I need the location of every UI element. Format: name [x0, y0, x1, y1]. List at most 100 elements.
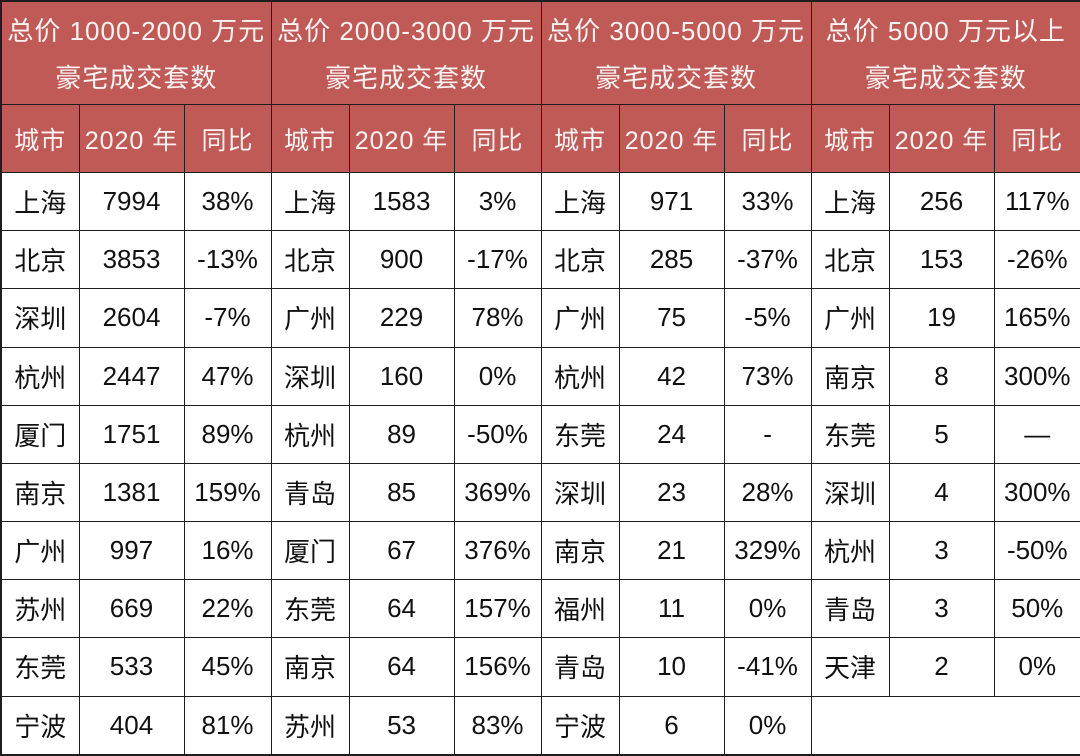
count-cell: 64: [348, 637, 455, 697]
yoy-cell: —: [993, 404, 1080, 464]
city-cell: 广州: [270, 288, 350, 348]
count-cell: 404: [78, 695, 185, 756]
group-title-line2: 豪宅成交套数: [595, 62, 758, 93]
yoy-cell: 0%: [723, 695, 812, 756]
table-row: 苏州 669 22% 东莞 64 157% 福州 11 0% 青岛 3 50%: [0, 579, 1080, 639]
city-cell: 广州: [0, 521, 80, 581]
yoy-cell: 47%: [183, 346, 272, 406]
count-cell: 2447: [78, 346, 185, 406]
count-cell: 1751: [78, 404, 185, 464]
table-row: 东莞 533 45% 南京 64 156% 青岛 10 -41% 天津 2 0%: [0, 637, 1080, 697]
yoy-cell: 28%: [723, 462, 812, 523]
yoy-cell: 165%: [993, 288, 1080, 348]
city-cell: 北京: [270, 230, 350, 290]
city-cell: 北京: [0, 230, 80, 290]
col-header-year: 2020 年: [78, 104, 185, 173]
yoy-cell: 83%: [453, 695, 542, 756]
table-row: 深圳 2604 -7% 广州 229 78% 广州 75 -5% 广州 19 165%: [0, 288, 1080, 348]
count-cell: 2604: [78, 288, 185, 348]
col-header-yoy: 同比: [453, 104, 542, 173]
yoy-cell: 22%: [183, 579, 272, 639]
city-cell: 杭州: [810, 521, 890, 581]
city-cell: 南京: [810, 346, 890, 406]
city-cell: 杭州: [540, 346, 620, 406]
count-cell: 64: [348, 579, 455, 639]
city-cell: 深圳: [810, 462, 890, 523]
city-cell: 东莞: [270, 579, 350, 639]
yoy-cell: -13%: [183, 230, 272, 290]
city-cell: 南京: [0, 462, 80, 523]
count-cell: 89: [348, 404, 455, 464]
yoy-cell: 376%: [453, 521, 542, 581]
group-title-line2: 豪宅成交套数: [325, 62, 488, 93]
col-header-city: 城市: [270, 104, 350, 173]
yoy-cell: 300%: [993, 346, 1080, 406]
count-cell: 10: [618, 637, 725, 697]
table-row: 北京 3853 -13% 北京 900 -17% 北京 285 -37% 北京 153 -26%: [0, 230, 1080, 290]
yoy-cell: 159%: [183, 462, 272, 523]
count-cell: 669: [78, 579, 185, 639]
group-title-2000-3000: 总价 2000-3000 万元 豪宅成交套数: [270, 0, 542, 105]
count-cell: 53: [348, 695, 455, 756]
yoy-cell: 78%: [453, 288, 542, 348]
yoy-cell: 33%: [723, 171, 812, 232]
yoy-cell: -41%: [723, 637, 812, 697]
group-title-line1: 总价 3000-5000 万元: [547, 16, 805, 47]
city-cell: 上海: [0, 171, 80, 232]
count-cell: 160: [348, 346, 455, 406]
yoy-cell: 0%: [993, 637, 1080, 697]
yoy-cell: 117%: [993, 171, 1080, 232]
count-cell: 4: [888, 462, 995, 523]
count-cell: 533: [78, 637, 185, 697]
city-cell: 广州: [540, 288, 620, 348]
count-cell: 5: [888, 404, 995, 464]
yoy-cell: -: [723, 404, 812, 464]
city-cell: 青岛: [540, 637, 620, 697]
count-cell: 21: [618, 521, 725, 581]
group-title-1000-2000: 总价 1000-2000 万元 豪宅成交套数: [0, 0, 272, 105]
group-title-line1: 总价 2000-3000 万元: [277, 16, 535, 47]
count-cell: 75: [618, 288, 725, 348]
count-cell: 3: [888, 521, 995, 581]
yoy-cell: 3%: [453, 171, 542, 232]
count-cell: 11: [618, 579, 725, 639]
col-header-yoy: 同比: [723, 104, 812, 173]
count-cell: 1381: [78, 462, 185, 523]
city-cell: 杭州: [270, 404, 350, 464]
count-cell: 85: [348, 462, 455, 523]
city-cell: 上海: [270, 171, 350, 232]
count-cell: 971: [618, 171, 725, 232]
city-cell: 青岛: [270, 462, 350, 523]
table-row: 南京 1381 159% 青岛 85 369% 深圳 23 28% 深圳 4 300%: [0, 462, 1080, 523]
yoy-cell: -7%: [183, 288, 272, 348]
yoy-cell: 300%: [993, 462, 1080, 523]
col-header-year: 2020 年: [348, 104, 455, 173]
yoy-cell: 89%: [183, 404, 272, 464]
table-row: 上海 7994 38% 上海 1583 3% 上海 971 33% 上海 256 117%: [0, 171, 1080, 232]
count-cell: 997: [78, 521, 185, 581]
yoy-cell: -26%: [993, 230, 1080, 290]
city-cell: 东莞: [0, 637, 80, 697]
yoy-cell: -50%: [993, 521, 1080, 581]
city-cell: 苏州: [270, 695, 350, 756]
group-title-3000-5000: 总价 3000-5000 万元 豪宅成交套数: [540, 0, 812, 105]
count-cell: 2: [888, 637, 995, 697]
yoy-cell: 0%: [453, 346, 542, 406]
yoy-cell: 50%: [993, 579, 1080, 639]
group-title-5000-plus: 总价 5000 万元以上 豪宅成交套数: [810, 0, 1080, 105]
sub-header-row: 城市 2020 年 同比 城市 2020 年 同比 城市 2020 年 同比 城…: [0, 104, 1080, 173]
city-cell: 北京: [540, 230, 620, 290]
count-cell: 3: [888, 579, 995, 639]
count-cell: 900: [348, 230, 455, 290]
yoy-cell: -5%: [723, 288, 812, 348]
count-cell: 1583: [348, 171, 455, 232]
count-cell: 7994: [78, 171, 185, 232]
table-row: 广州 997 16% 厦门 67 376% 南京 21 329% 杭州 3 -50%: [0, 521, 1080, 581]
count-cell: 153: [888, 230, 995, 290]
city-cell: 东莞: [810, 404, 890, 464]
yoy-cell: 81%: [183, 695, 272, 756]
city-cell: 深圳: [270, 346, 350, 406]
count-cell: 24: [618, 404, 725, 464]
yoy-cell: 16%: [183, 521, 272, 581]
city-cell: 广州: [810, 288, 890, 348]
